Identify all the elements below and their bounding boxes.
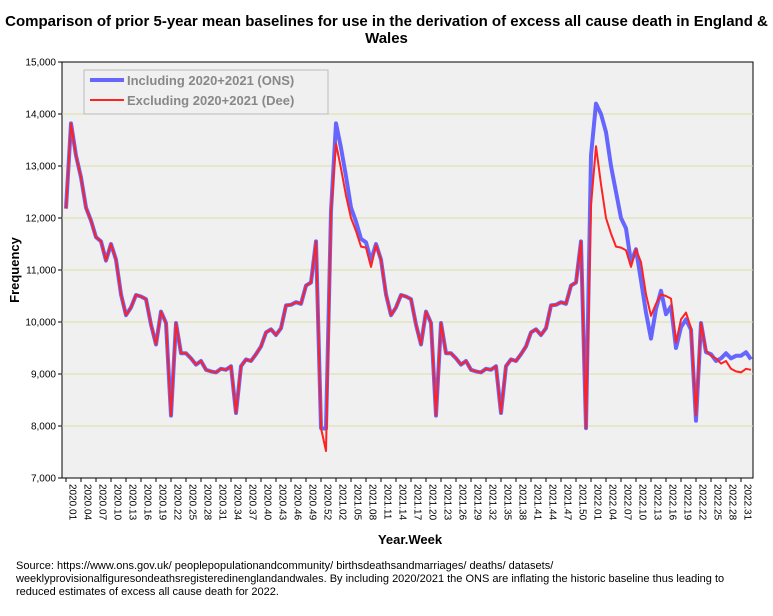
x-tick-label: 2022.31 [742, 484, 753, 521]
x-tick-label: 2020.43 [277, 484, 288, 521]
x-tick-label: 2022.28 [727, 484, 738, 521]
x-tick-label: 2022.10 [637, 484, 648, 521]
x-tick-label: 2021.38 [517, 484, 528, 521]
x-tick-label: 2020.13 [127, 484, 138, 521]
x-tick-label: 2020.37 [247, 484, 258, 521]
x-tick-label: 2020.28 [202, 484, 213, 521]
x-tick-label: 2022.25 [712, 484, 723, 521]
x-tick-label: 2021.14 [397, 484, 408, 521]
legend: Including 2020+2021 (ONS) Excluding 2020… [83, 69, 329, 115]
y-tick-label: 13,000 [25, 162, 56, 173]
x-tick-label: 2020.22 [172, 484, 183, 521]
x-tick-label: 2020.25 [187, 484, 198, 521]
x-tick-label: 2020.52 [322, 484, 333, 521]
x-tick-label: 2021.23 [442, 484, 453, 521]
x-tick-label: 2022.04 [607, 484, 618, 521]
y-tick-label: 15,000 [25, 58, 56, 69]
x-tick-label: 2021.41 [532, 484, 543, 521]
y-tick-label: 9,000 [31, 370, 56, 381]
x-tick-label: 2021.05 [352, 484, 363, 521]
y-axis-ticks: 7,000 8,000 9,000 10,000 11,000 12,000 13,000 1… [25, 58, 62, 485]
x-tick-label: 2021.26 [457, 484, 468, 521]
legend-box [83, 69, 329, 115]
y-tick-label: 7,000 [31, 474, 56, 485]
x-tick-label: 2021.20 [427, 484, 438, 521]
x-tick-label: 2021.32 [487, 484, 498, 521]
x-tick-label: 2021.44 [547, 484, 558, 521]
x-tick-label: 2020.31 [217, 484, 228, 521]
y-tick-label: 14,000 [25, 110, 56, 121]
x-tick-label: 2020.07 [97, 484, 108, 521]
x-tick-label: 2020.40 [262, 484, 273, 521]
x-tick-label: 2020.04 [82, 484, 93, 521]
x-tick-label: 2021.47 [562, 484, 573, 521]
source-note: Source: https://www.ons.gov.uk/ peoplepo… [16, 560, 725, 598]
y-tick-label: 12,000 [25, 214, 56, 225]
x-tick-label: 2021.02 [337, 484, 348, 521]
series-layer [64, 101, 753, 452]
chart-title: Comparison of prior 5-year mean baseline… [5, 13, 768, 47]
x-tick-label: 2021.50 [577, 484, 588, 521]
x-tick-label: 2022.07 [622, 484, 633, 521]
x-tick-label: 2022.16 [667, 484, 678, 521]
x-axis-label: Year.Week [378, 532, 443, 547]
y-tick-label: 8,000 [31, 422, 56, 433]
legend-label-ons: Including 2020+2021 (ONS) [127, 73, 294, 88]
x-tick-label: 2022.01 [592, 484, 603, 521]
series-line-dee [65, 122, 752, 452]
x-tick-label: 2020.19 [157, 484, 168, 521]
x-tick-label: 2020.01 [67, 484, 78, 521]
x-tick-label: 2020.46 [292, 484, 303, 521]
x-tick-label: 2020.49 [307, 484, 318, 521]
x-tick-label: 2021.29 [472, 484, 483, 521]
x-tick-label: 2020.34 [232, 484, 243, 521]
x-tick-label: 2022.22 [697, 484, 708, 521]
y-tick-label: 10,000 [25, 318, 56, 329]
x-tick-label: 2022.19 [682, 484, 693, 521]
y-tick-label: 11,000 [26, 266, 56, 277]
x-tick-label: 2020.16 [142, 484, 153, 521]
legend-label-dee: Excluding 2020+2021 (Dee) [127, 93, 294, 108]
x-tick-label: 2021.08 [367, 484, 378, 521]
x-axis-ticks: 2020.01 2020.04 2020.07 2020.10 2020.13 2020.… [65, 478, 753, 521]
x-tick-label: 2022.13 [652, 484, 663, 521]
x-tick-label: 2021.11 [382, 484, 393, 520]
x-tick-label: 2021.35 [502, 484, 513, 521]
x-tick-label: 2021.17 [412, 484, 423, 521]
x-tick-label: 2020.10 [112, 484, 123, 521]
y-axis-label: Frequency [7, 236, 22, 303]
